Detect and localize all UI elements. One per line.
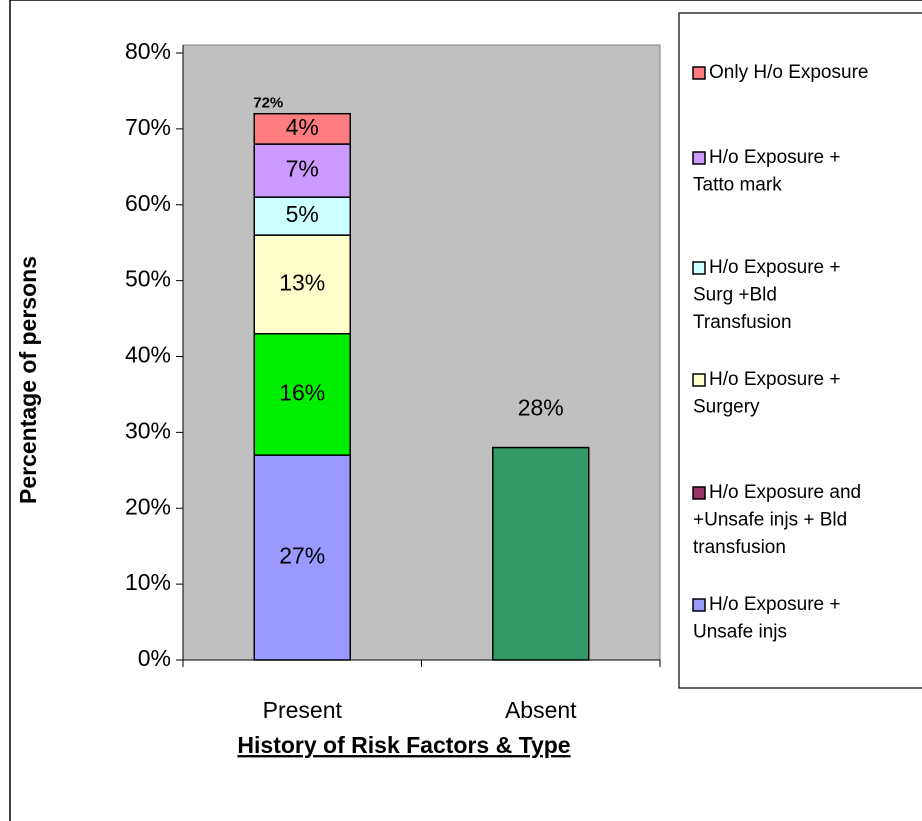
- x-axis-title: History of Risk Factors & Type: [237, 732, 570, 758]
- legend-marker: [692, 66, 706, 80]
- data-label: 4%: [286, 114, 319, 140]
- y-tick-label: 30%: [125, 417, 171, 443]
- bar-segment: [253, 454, 351, 661]
- bar-segment: [492, 446, 590, 661]
- y-tick-label: 20%: [125, 493, 171, 519]
- data-label: 16%: [279, 380, 325, 406]
- y-tick-label: 70%: [125, 114, 171, 140]
- y-tick-label: 0%: [138, 645, 171, 671]
- legend-marker: [692, 486, 706, 500]
- y-tick-label: 10%: [125, 569, 171, 595]
- legend-marker: [692, 373, 706, 387]
- bar-segment: [253, 196, 351, 236]
- legend-label: H/o Exposure + Surg +Bld Transfusion: [693, 257, 841, 333]
- data-label: 28%: [518, 395, 564, 421]
- chart-frame: [9, 0, 922, 821]
- y-axis-title: Percentage of persons: [15, 256, 41, 504]
- legend-label: Only H/o Exposure: [709, 62, 868, 83]
- bar-segment: [253, 112, 351, 145]
- bar-segment: [253, 332, 351, 456]
- x-tick-label: Absent: [505, 697, 577, 723]
- legend-box: [678, 12, 922, 689]
- data-label: 13%: [279, 269, 325, 295]
- legend-marker: [692, 261, 706, 275]
- bar-segment: [253, 234, 351, 335]
- x-tick-label: Present: [263, 697, 343, 723]
- bar-segment: [253, 143, 351, 198]
- legend-marker: [692, 598, 706, 612]
- data-label: 27%: [279, 543, 325, 569]
- legend-marker: [692, 151, 706, 165]
- total-label: 72%: [253, 95, 283, 112]
- legend-label: H/o Exposure + Unsafe injs: [693, 594, 841, 643]
- legend-label: H/o Exposure and +Unsafe injs + Bld transf…: [693, 482, 861, 558]
- data-label: 7%: [286, 156, 319, 182]
- y-tick-label: 40%: [125, 342, 171, 368]
- y-tick-label: 80%: [125, 38, 171, 64]
- legend-label: H/o Exposure + Surgery: [693, 369, 841, 418]
- legend-label: H/o Exposure + Tatto mark: [693, 147, 841, 196]
- y-tick-label: 60%: [125, 190, 171, 216]
- data-label: 5%: [286, 201, 319, 227]
- y-tick-label: 50%: [125, 266, 171, 292]
